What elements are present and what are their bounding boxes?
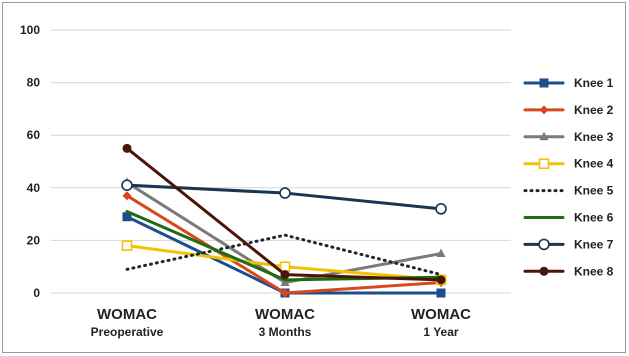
y-tick-label-60: 60 — [27, 128, 41, 142]
chart-frame: 0 20 40 60 80 100 WOMAC Preoperative WOMAC 3 Mont… — [2, 2, 626, 353]
series-knee-1-point-3 — [436, 288, 446, 298]
legend-knee-3-marker — [539, 131, 549, 141]
series-knee-5-line — [125, 233, 443, 277]
series-knee-8-point-3 — [436, 275, 446, 285]
x-tick-label-1-line1: WOMAC — [97, 306, 157, 323]
series-knee-8-point-1 — [122, 143, 132, 153]
series-knee-7-point-2 — [279, 187, 291, 199]
x-tick-label-3-line2: 1 Year — [423, 325, 458, 339]
x-tick-label-3-line1: WOMAC — [411, 306, 471, 323]
series-knee-2-point-1 — [122, 191, 132, 201]
series-knee-3-point-2 — [280, 277, 290, 286]
legend-knee-2-marker — [539, 105, 549, 115]
y-tick-label-80: 80 — [27, 76, 41, 90]
x-tick-label-1-line2: Preoperative — [91, 325, 164, 339]
series-knee-4-point-2 — [279, 261, 291, 273]
series-knee-8-point-2 — [280, 270, 290, 280]
legend-knee-5-label: Knee 5 — [574, 184, 614, 198]
series-knee-4-point-1 — [121, 240, 133, 251]
legend-knee-3-label: Knee 3 — [574, 130, 614, 144]
series-knee-2-point-2 — [280, 288, 290, 298]
y-tick-label-0: 0 — [33, 286, 40, 300]
legend-knee-4-marker — [538, 158, 550, 169]
line-chart: 0 20 40 60 80 100 WOMAC Preoperative WOMAC 3 Mont… — [20, 23, 614, 339]
legend-knee-4-label: Knee 4 — [574, 157, 614, 171]
legend-knee-2-label: Knee 2 — [574, 103, 614, 117]
series-knee-1-point-1 — [122, 212, 132, 222]
legend-knee-6-label: Knee 6 — [574, 211, 614, 225]
legend-knee-7-marker — [538, 238, 550, 251]
x-tick-label-2-line2: 3 Months — [259, 325, 312, 339]
legend-knee-8-label: Knee 8 — [574, 264, 614, 278]
legend-knee-7-label: Knee 7 — [574, 237, 614, 251]
legend-knee-1-label: Knee 1 — [574, 76, 614, 90]
y-tick-label-100: 100 — [20, 23, 40, 37]
series-knee-3-point-3 — [436, 248, 446, 258]
x-tick-label-2-line1: WOMAC — [255, 306, 315, 323]
y-tick-label-40: 40 — [27, 181, 41, 195]
legend-knee-8-marker — [539, 266, 549, 276]
series-knee-7-point-1 — [121, 179, 133, 191]
y-tick-label-20: 20 — [27, 233, 41, 247]
series-knee-7-point-3 — [435, 203, 447, 215]
legend-knee-1-marker — [539, 78, 549, 88]
